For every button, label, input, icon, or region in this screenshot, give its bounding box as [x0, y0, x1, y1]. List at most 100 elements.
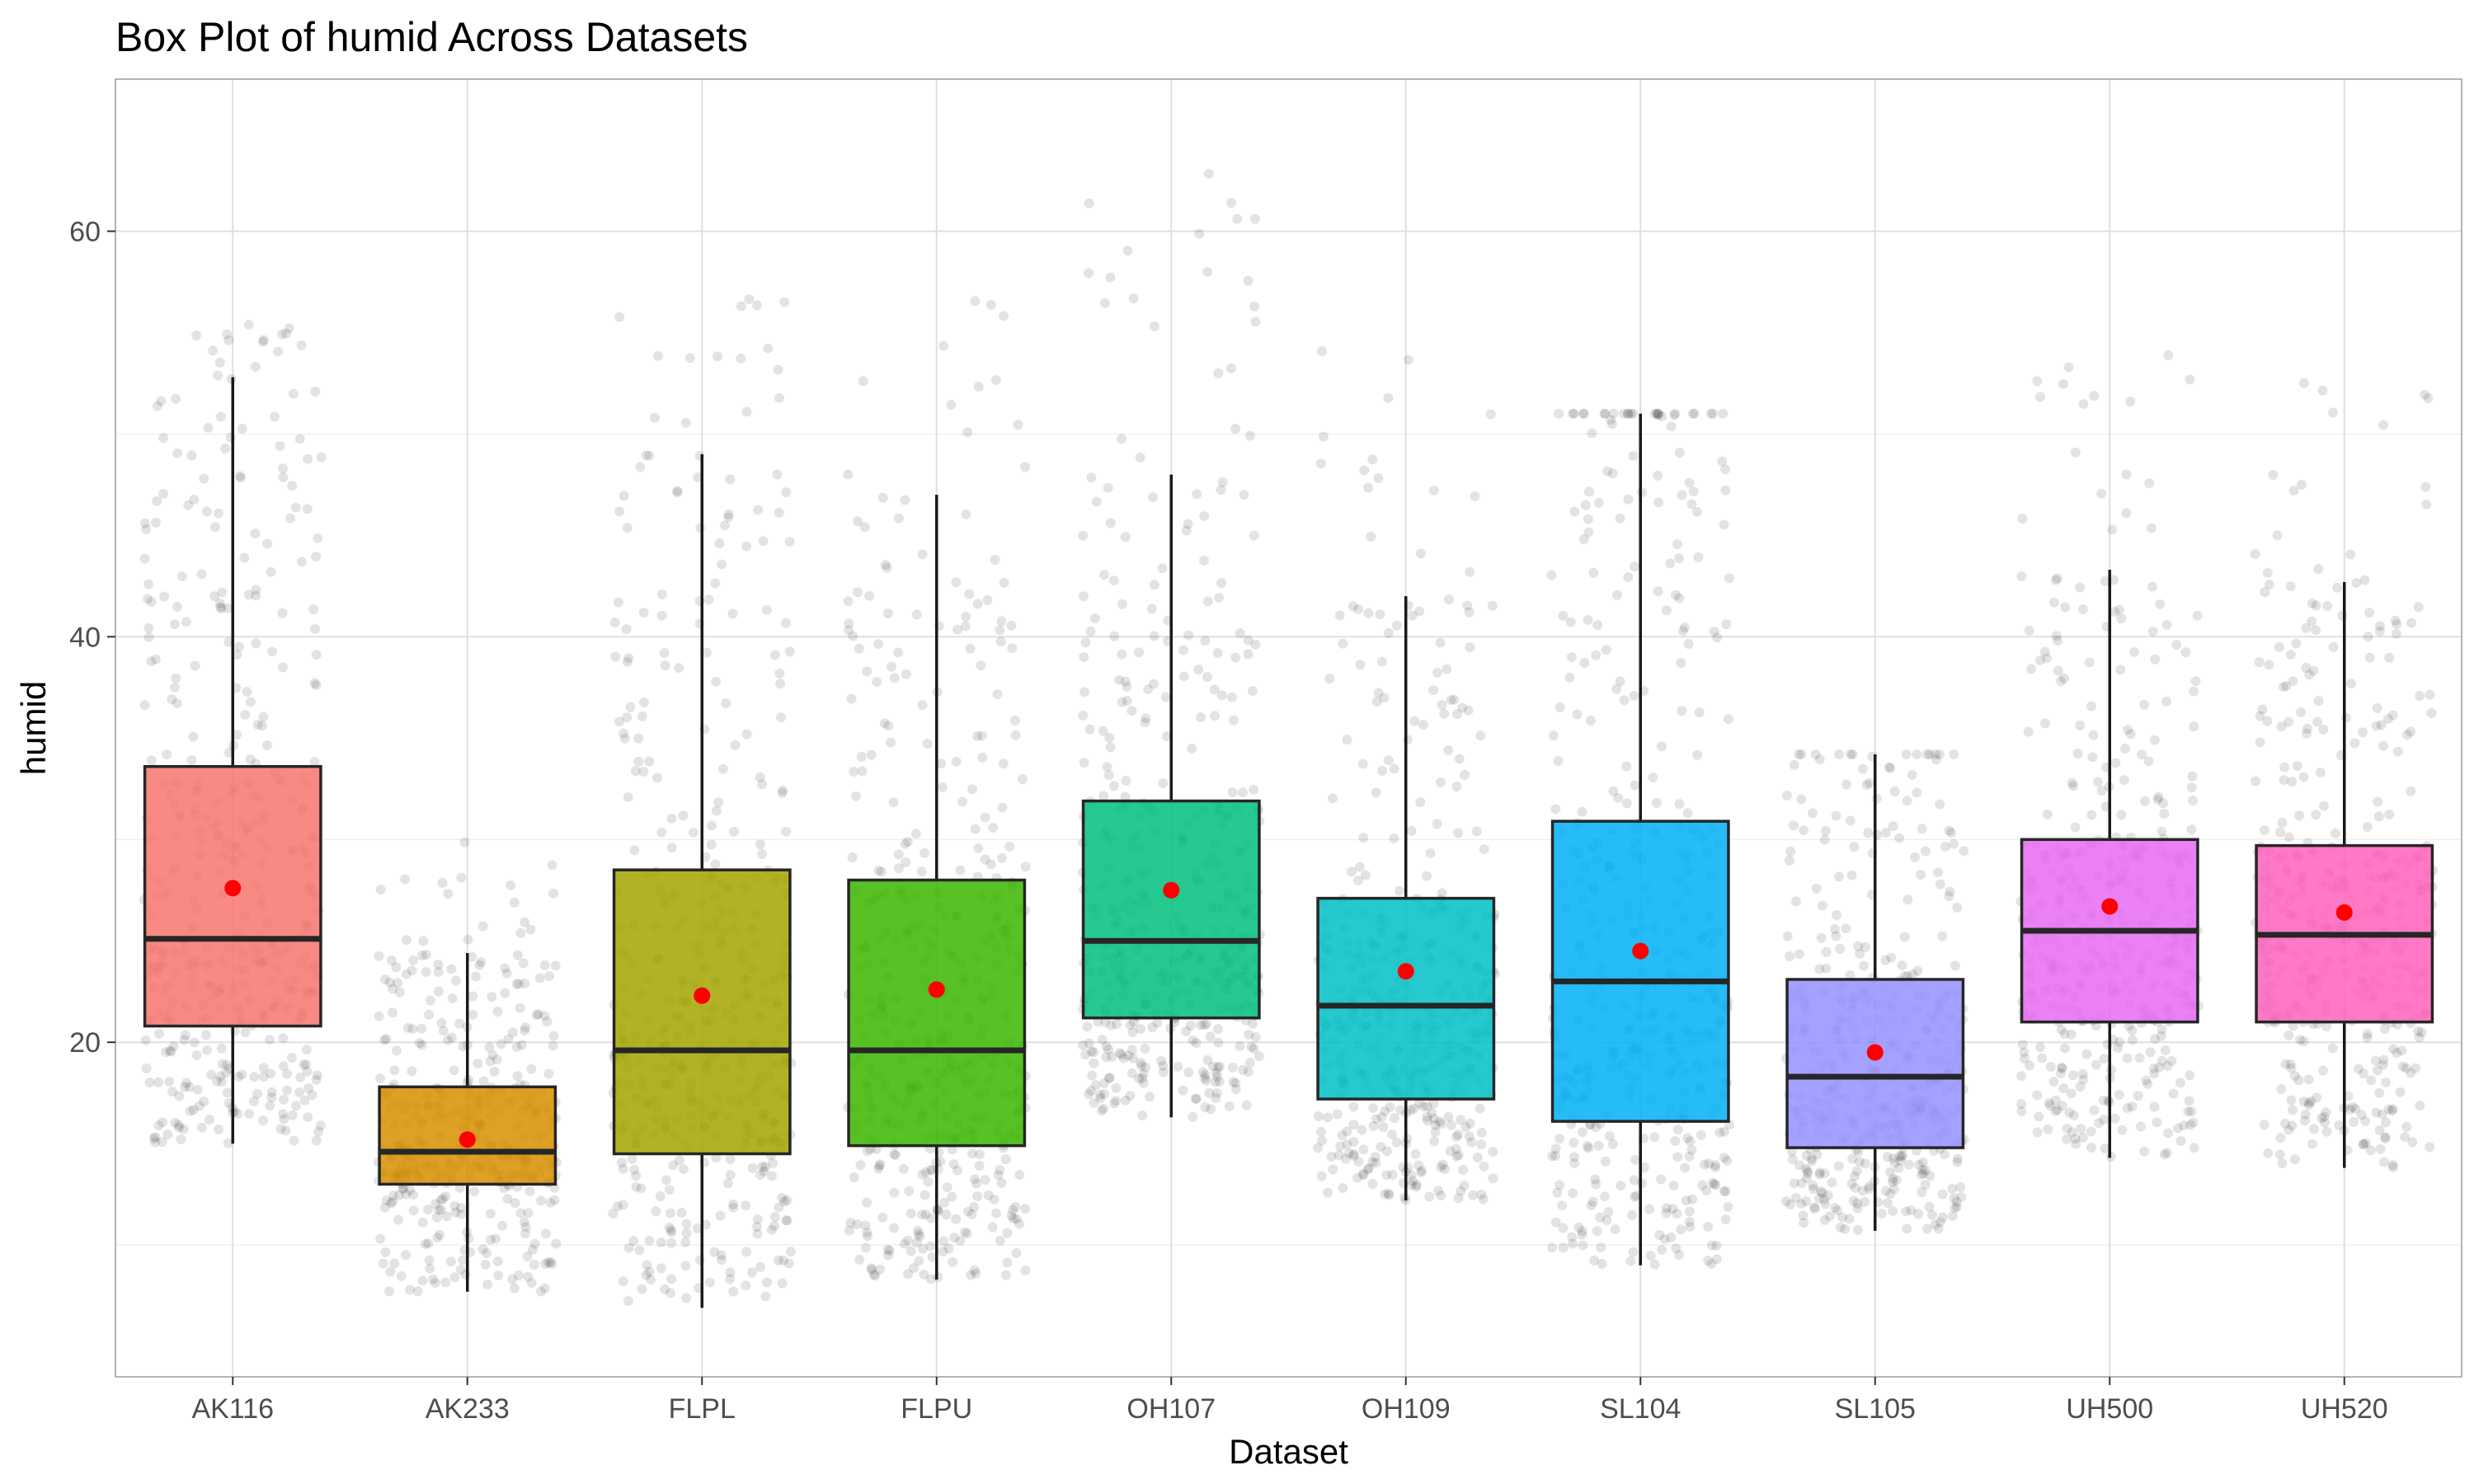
jitter-point [1471, 826, 1482, 837]
jitter-point [917, 700, 928, 711]
jitter-point [1823, 1190, 1833, 1200]
jitter-point [996, 1177, 1007, 1188]
box-ak233 [378, 952, 557, 1292]
jitter-point [1133, 1073, 1144, 1084]
jitter-point [2048, 597, 2059, 608]
jitter-point [1138, 1078, 1149, 1088]
jitter-point [287, 1110, 298, 1120]
jitter-point [1653, 408, 1663, 419]
jitter-point [2285, 650, 2296, 660]
jitter-point [1854, 1157, 1865, 1167]
jitter-point [1230, 652, 1241, 663]
jitter-point [2066, 1088, 2077, 1099]
jitter-point [1665, 558, 1676, 569]
jitter-point [1230, 1078, 1241, 1088]
jitter-point [278, 1060, 289, 1071]
jitter-point [2356, 1110, 2367, 1120]
jitter-point [664, 1185, 675, 1195]
jitter-point [2415, 691, 2425, 702]
mean-point [1163, 881, 1180, 899]
jitter-point [2250, 549, 2260, 560]
mean-point [694, 987, 711, 1004]
jitter-point [210, 522, 221, 533]
jitter-point [757, 779, 768, 790]
jitter-point [499, 1183, 510, 1194]
jitter-point [769, 650, 780, 660]
jitter-point [628, 1236, 639, 1247]
jitter-point [2048, 1077, 2059, 1087]
jitter-point [539, 960, 550, 970]
jitter-point [1895, 1155, 1906, 1166]
jitter-point [1181, 1026, 1192, 1036]
jitter-point [782, 1195, 793, 1205]
jitter-point [1591, 650, 1602, 660]
jitter-point [2359, 575, 2370, 585]
jitter-point [266, 1068, 276, 1079]
jitter-point [2066, 1029, 2077, 1040]
jitter-point [2084, 657, 2095, 668]
jitter-point [2381, 1077, 2392, 1087]
jitter-point [2113, 1043, 2124, 1054]
jitter-point [1781, 790, 1792, 801]
jitter-point [2189, 686, 2199, 697]
jitter-point [1865, 777, 1875, 788]
jitter-point [915, 1231, 925, 1242]
jitter-point [257, 1115, 268, 1126]
jitter-point [779, 1196, 790, 1207]
jitter-point [1118, 1053, 1129, 1064]
jitter-point [1935, 1217, 1945, 1228]
jitter-point [307, 1090, 317, 1101]
jitter-point [1389, 1113, 1399, 1124]
jitter-point [493, 1270, 504, 1280]
jitter-point [681, 1219, 692, 1229]
jitter-point [506, 880, 516, 890]
jitter-point [196, 569, 207, 580]
x-axis-ticks: AK116 AK233 FLPL FLPU OH107 OH109 SL104 SL105 UH… [191, 1377, 2388, 1425]
jitter-point [1191, 1093, 1202, 1104]
jitter-point [1381, 1146, 1392, 1157]
jitter-point [1135, 1024, 1145, 1035]
jitter-point [1211, 1071, 1222, 1082]
jitter-point [1653, 497, 1664, 508]
jitter-point [143, 579, 154, 589]
jitter-point [725, 1169, 736, 1180]
jitter-point [872, 677, 882, 688]
jitter-point [972, 730, 983, 741]
jitter-point [947, 1256, 957, 1267]
jitter-point [678, 1164, 689, 1175]
jitter-point [240, 709, 251, 720]
jitter-point [1348, 1120, 1359, 1130]
jitter-point [1453, 1193, 1464, 1204]
jitter-point [1439, 1164, 1450, 1175]
jitter-point [144, 1077, 155, 1087]
jitter-point [939, 1197, 950, 1208]
jitter-point [1827, 1177, 1837, 1188]
jitter-point [762, 1277, 773, 1288]
jitter-point [443, 1035, 454, 1045]
jitter-point [2321, 1106, 2331, 1117]
jitter-point [1078, 1040, 1089, 1050]
jitter-point [879, 718, 890, 729]
jitter-point [1383, 755, 1394, 766]
jitter-point [267, 646, 278, 657]
jitter-point [2143, 756, 2154, 767]
jitter-point [2063, 362, 2074, 373]
jitter-point [1677, 490, 1687, 500]
jitter-point [237, 423, 247, 434]
jitter-point [777, 1278, 788, 1289]
jitter-point [1475, 1103, 1485, 1114]
jitter-point [201, 506, 212, 517]
jitter-point [176, 1134, 186, 1145]
jitter-point [1644, 1204, 1655, 1214]
jitter-point [1952, 1157, 1963, 1167]
jitter-point [2378, 1054, 2389, 1065]
jitter-point [2059, 1028, 2070, 1039]
jitter-point [2163, 1128, 2174, 1139]
jitter-point [1674, 1249, 1685, 1260]
jitter-point [2288, 676, 2298, 687]
jitter-point [1917, 824, 1927, 834]
jitter-point [759, 1166, 769, 1176]
jitter-point [1192, 489, 1202, 500]
jitter-point [860, 1242, 871, 1253]
jitter-point [852, 587, 863, 598]
